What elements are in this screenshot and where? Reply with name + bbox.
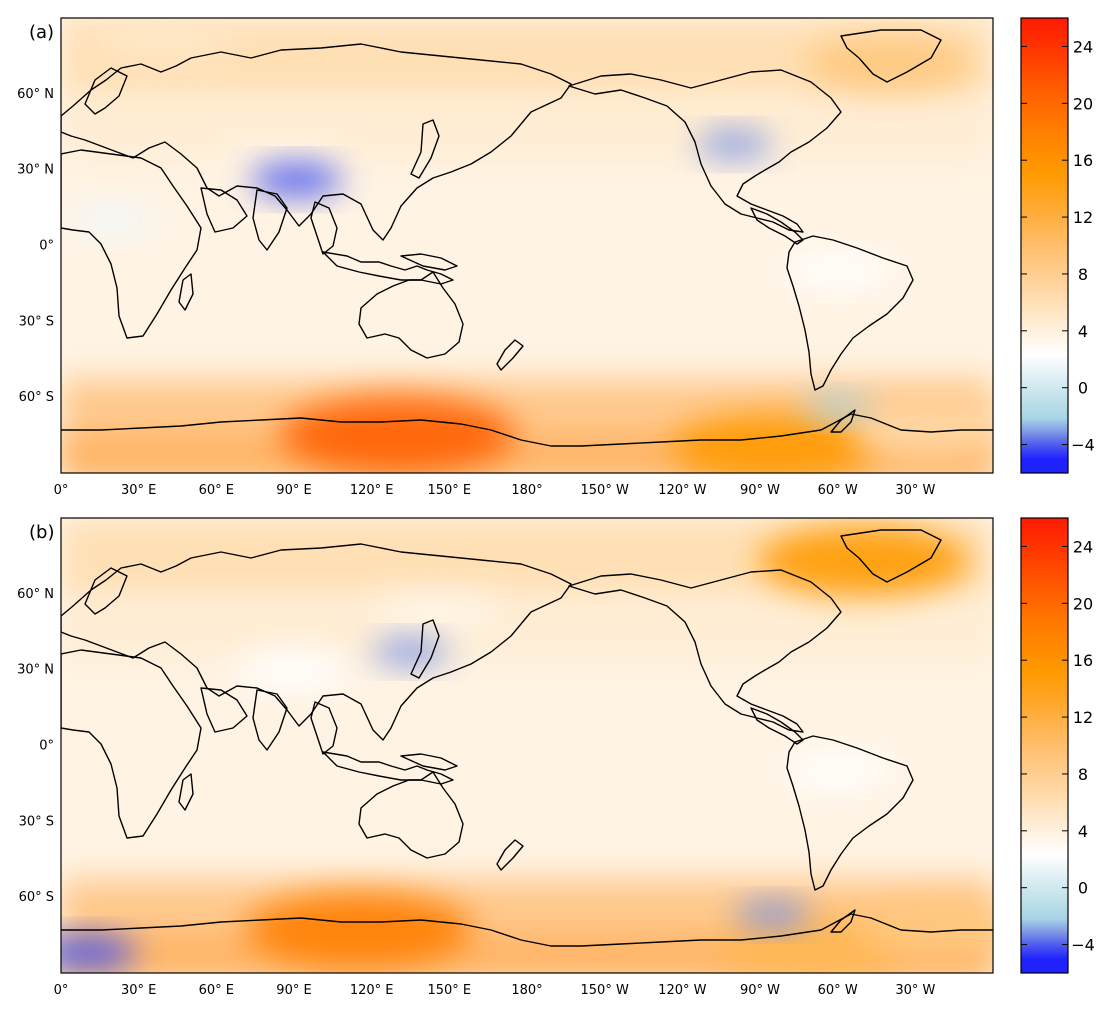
hotspot bbox=[279, 396, 516, 473]
hotspot bbox=[250, 162, 343, 197]
y-tick-label: 0° bbox=[39, 239, 54, 254]
hotspot bbox=[244, 892, 473, 968]
y-ticks-b: 60° N 30° N 0° 30° S 60° S bbox=[17, 587, 54, 905]
map-frame-a bbox=[60, 17, 994, 474]
colorbar-tick-label: 12 bbox=[1073, 208, 1093, 227]
colorbar-ticks-b: 24 20 16 12 8 4 0 −4 bbox=[1021, 537, 1095, 955]
colorbar-tick-label: 8 bbox=[1078, 265, 1088, 284]
x-tick-label: 180° bbox=[511, 483, 542, 498]
colorbar-a bbox=[1020, 17, 1069, 474]
x-tick-label: 60° W bbox=[818, 483, 858, 498]
x-tick-label: 30° E bbox=[121, 983, 156, 998]
x-tick-label: 120° W bbox=[658, 983, 706, 998]
x-tick-label: 30° W bbox=[895, 483, 935, 498]
panel-label-a: (a) bbox=[29, 22, 54, 43]
hotspot bbox=[696, 129, 773, 159]
y-tick-label: 30° S bbox=[19, 314, 54, 329]
hotspot bbox=[757, 526, 970, 596]
colorbar-tick-label: 0 bbox=[1078, 879, 1088, 898]
colorbar-tick-label: 8 bbox=[1078, 765, 1088, 784]
hotspot bbox=[850, 403, 993, 457]
colorbar-tick-label: 16 bbox=[1073, 151, 1093, 170]
colorbar-tick-label: 20 bbox=[1073, 594, 1093, 613]
colorbar-b bbox=[1020, 517, 1069, 974]
x-tick-label: 60° W bbox=[818, 983, 858, 998]
x-tick-label: 150° E bbox=[427, 483, 471, 498]
hotspot bbox=[803, 34, 976, 93]
colorbar-tick-label: 4 bbox=[1078, 822, 1088, 841]
x-ticks-a: 0° 30° E 60° E 90° E 120° E 150° E 180° 150° W 1… bbox=[54, 483, 936, 498]
x-tick-label: 150° W bbox=[581, 983, 629, 998]
map-panel-b: (b) 24 20 16 12 8 4 0 −4 0° 30° E 60° E 90° E 120° … bbox=[17, 517, 1095, 998]
hotspot bbox=[855, 898, 993, 957]
x-tick-label: 120° W bbox=[658, 483, 706, 498]
map-frame-b bbox=[60, 517, 994, 974]
heatmap-a bbox=[61, 18, 993, 473]
x-tick-label: 90° W bbox=[740, 983, 780, 998]
colorbar-tick-label: 0 bbox=[1078, 379, 1088, 398]
x-tick-label: 0° bbox=[54, 983, 69, 998]
y-tick-label: 0° bbox=[39, 739, 54, 754]
x-tick-label: 150° W bbox=[581, 483, 629, 498]
x-tick-label: 30° E bbox=[121, 483, 156, 498]
colorbar-tick-label: 12 bbox=[1073, 708, 1093, 727]
colorbar-tick-label: −4 bbox=[1071, 936, 1095, 955]
x-tick-label: 0° bbox=[54, 483, 69, 498]
x-tick-label: 180° bbox=[511, 983, 542, 998]
y-tick-label: 60° S bbox=[19, 390, 54, 405]
x-tick-label: 120° E bbox=[350, 983, 394, 998]
x-tick-label: 90° W bbox=[740, 483, 780, 498]
x-tick-label: 90° E bbox=[276, 983, 311, 998]
x-tick-label: 60° E bbox=[199, 983, 234, 998]
panel-label-b: (b) bbox=[29, 522, 54, 543]
colorbar-tick-label: 20 bbox=[1073, 94, 1093, 113]
colorbar-tick-label: 16 bbox=[1073, 651, 1093, 670]
y-tick-label: 60° S bbox=[19, 890, 54, 905]
hotspots-a bbox=[66, 18, 993, 473]
colorbar-tick-label: 24 bbox=[1073, 537, 1093, 556]
x-ticks-b: 0° 30° E 60° E 90° E 120° E 150° E 180° 150° W 1… bbox=[54, 983, 936, 998]
y-tick-label: 60° N bbox=[17, 87, 54, 102]
y-tick-label: 30° N bbox=[17, 163, 54, 178]
map-panel-a: (a) 24 20 16 12 8 4 0 −4 0° 30° E 60° E 90° E 120° … bbox=[17, 17, 1095, 498]
colorbar-tick-label: −4 bbox=[1071, 436, 1095, 455]
x-tick-label: 90° E bbox=[276, 483, 311, 498]
heatmap-b bbox=[61, 518, 993, 973]
hotspot bbox=[66, 203, 159, 238]
hotspot bbox=[779, 750, 896, 792]
y-tick-label: 30° S bbox=[19, 814, 54, 829]
hotspot bbox=[370, 591, 503, 637]
hotspot bbox=[61, 934, 137, 971]
hotspot bbox=[670, 414, 875, 473]
y-tick-label: 60° N bbox=[17, 587, 54, 602]
x-tick-label: 150° E bbox=[427, 983, 471, 998]
y-tick-label: 30° N bbox=[17, 663, 54, 678]
hotspot bbox=[236, 649, 352, 691]
y-ticks-a: 60° N 30° N 0° 30° S 60° S bbox=[17, 87, 54, 405]
colorbar-tick-label: 4 bbox=[1078, 322, 1088, 341]
x-tick-label: 60° E bbox=[199, 483, 234, 498]
hotspot bbox=[94, 18, 235, 63]
hotspots-b bbox=[61, 526, 993, 973]
hotspot bbox=[803, 394, 872, 421]
hotspot bbox=[734, 900, 811, 930]
x-tick-label: 30° W bbox=[895, 983, 935, 998]
colorbar-tick-label: 24 bbox=[1073, 37, 1093, 56]
colorbar-ticks-a: 24 20 16 12 8 4 0 −4 bbox=[1021, 37, 1095, 455]
x-tick-label: 120° E bbox=[350, 483, 394, 498]
hotspot bbox=[779, 250, 896, 292]
